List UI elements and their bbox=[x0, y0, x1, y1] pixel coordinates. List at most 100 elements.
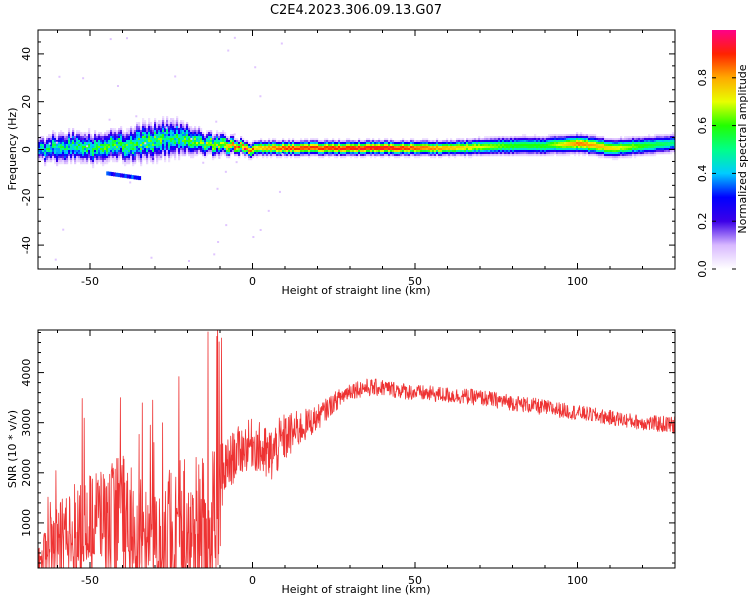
heatmap-cell bbox=[162, 150, 165, 153]
heatmap-cell bbox=[170, 134, 173, 137]
heatmap-cell bbox=[546, 144, 549, 147]
heatmap-cell bbox=[232, 144, 235, 147]
heatmap-cell bbox=[672, 134, 675, 137]
heatmap-cell bbox=[658, 150, 661, 153]
heatmap-cell bbox=[580, 150, 583, 153]
heatmap-cell bbox=[176, 118, 179, 121]
heatmap-cell bbox=[150, 146, 153, 149]
heatmap-cell bbox=[506, 154, 509, 157]
heatmap-cell bbox=[302, 142, 305, 145]
heatmap-cell bbox=[106, 156, 109, 159]
heatmap-cell bbox=[490, 144, 493, 147]
heatmap-cell bbox=[578, 150, 581, 153]
heatmap-cell bbox=[554, 138, 557, 141]
heatmap-cell bbox=[216, 146, 219, 149]
heatmap-cell bbox=[558, 136, 561, 139]
heatmap-cell bbox=[584, 154, 587, 157]
heatmap-cell bbox=[228, 146, 231, 149]
heatmap-cell bbox=[132, 148, 135, 151]
heatmap-cell bbox=[158, 152, 161, 155]
heatmap-cell bbox=[592, 138, 595, 141]
heatmap-cell bbox=[50, 156, 53, 159]
heatmap-cell bbox=[64, 146, 67, 149]
heatmap-cell bbox=[72, 148, 75, 151]
heatmap-cell bbox=[584, 136, 587, 139]
heatmap-cell bbox=[128, 136, 131, 139]
heatmap-cell bbox=[432, 144, 435, 147]
heatmap-cell bbox=[144, 134, 147, 137]
heatmap-cell bbox=[262, 150, 265, 153]
heatmap-cell bbox=[512, 154, 515, 157]
heatmap-cell bbox=[300, 150, 303, 153]
heatmap-cell bbox=[498, 144, 501, 147]
heatmap-cell bbox=[668, 138, 671, 141]
heatmap-cell bbox=[370, 152, 373, 155]
heatmap-cell bbox=[382, 150, 385, 153]
heatmap-cell bbox=[298, 146, 301, 149]
heatmap-cell bbox=[566, 154, 569, 157]
heatmap-cell bbox=[242, 146, 245, 149]
heatmap-cell bbox=[86, 136, 89, 139]
heatmap-cell bbox=[340, 150, 343, 153]
heatmap-cell bbox=[530, 154, 533, 157]
heatmap-cell bbox=[270, 144, 273, 147]
heatmap-cell bbox=[102, 138, 105, 141]
heatmap-cell bbox=[300, 154, 303, 157]
heatmap-cell bbox=[418, 142, 421, 145]
heatmap-cell bbox=[110, 136, 113, 139]
heatmap-cell bbox=[510, 154, 513, 157]
heatmap-cell bbox=[170, 120, 173, 123]
heatmap-cell bbox=[292, 152, 295, 155]
heatmap-cell bbox=[116, 154, 119, 157]
heatmap-cell bbox=[174, 142, 177, 145]
heatmap-cell bbox=[446, 148, 449, 151]
heatmap-cell bbox=[182, 138, 185, 141]
heatmap-cell bbox=[582, 140, 585, 143]
heatmap-cell bbox=[276, 152, 279, 155]
heatmap-cell bbox=[638, 148, 641, 151]
heatmap-cell bbox=[138, 150, 141, 153]
heatmap-cell bbox=[436, 146, 439, 149]
heatmap-cell bbox=[120, 136, 123, 139]
heatmap-cell bbox=[240, 146, 243, 149]
spectrogram-y-tick-label: 20 bbox=[20, 95, 33, 109]
heatmap-cell bbox=[536, 146, 539, 149]
heatmap-cell bbox=[110, 130, 113, 133]
heatmap-cell bbox=[144, 120, 147, 123]
heatmap-cell bbox=[490, 138, 493, 141]
heatmap-cell bbox=[170, 142, 173, 145]
heatmap-cell bbox=[246, 150, 249, 153]
heatmap-cell bbox=[672, 150, 675, 153]
heatmap-cell bbox=[568, 152, 571, 155]
heatmap-cell bbox=[400, 150, 403, 153]
heatmap-cell bbox=[150, 138, 153, 141]
heatmap-cell bbox=[268, 152, 271, 155]
heatmap-cell bbox=[384, 154, 387, 157]
heatmap-cell bbox=[166, 134, 169, 137]
heatmap-cell bbox=[628, 150, 631, 153]
heatmap-cell bbox=[428, 148, 431, 151]
heatmap-cell bbox=[158, 140, 161, 143]
heatmap-cell bbox=[206, 130, 209, 133]
heatmap-cell bbox=[662, 134, 665, 137]
heatmap-cell bbox=[206, 148, 209, 151]
heatmap-cell bbox=[632, 142, 635, 145]
heatmap-cell bbox=[504, 146, 507, 149]
heatmap-cell bbox=[402, 144, 405, 147]
heatmap-cell bbox=[518, 152, 521, 155]
heatmap-cell bbox=[284, 156, 287, 159]
heatmap-cell bbox=[260, 150, 263, 153]
heatmap-cell bbox=[622, 138, 625, 141]
heatmap-cell bbox=[112, 130, 115, 133]
heatmap-cell bbox=[430, 152, 433, 155]
heatmap-cell bbox=[358, 144, 361, 147]
heatmap-cell bbox=[206, 146, 209, 149]
heatmap-cell bbox=[534, 150, 537, 153]
heatmap-cell bbox=[578, 134, 581, 137]
heatmap-cell bbox=[178, 126, 181, 129]
heatmap-cell bbox=[198, 126, 201, 129]
heatmap-cell bbox=[162, 120, 165, 123]
heatmap-cell bbox=[148, 132, 151, 135]
heatmap-cell bbox=[278, 154, 281, 157]
heatmap-cell bbox=[462, 152, 465, 155]
